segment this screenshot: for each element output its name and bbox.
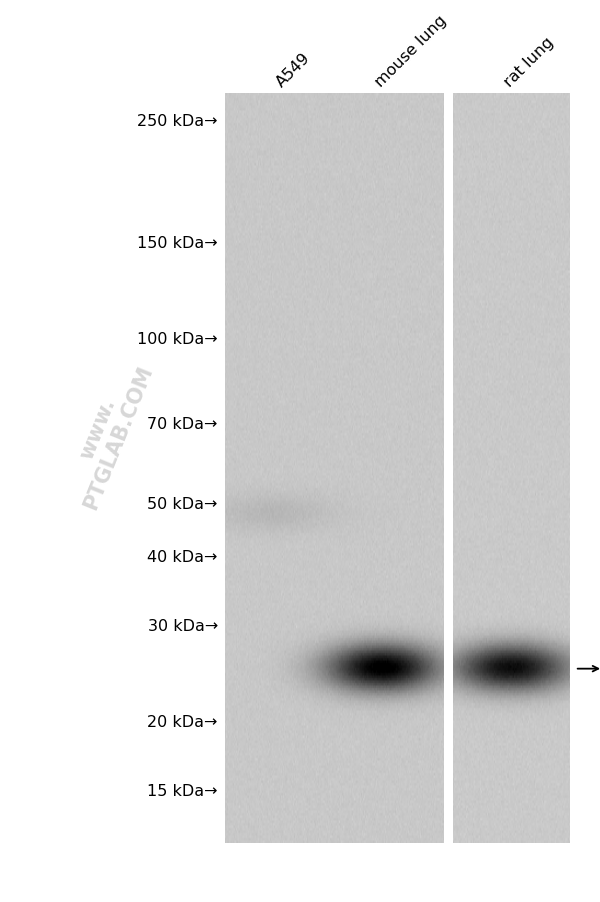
- Text: 40 kDa→: 40 kDa→: [148, 549, 218, 565]
- Text: 100 kDa→: 100 kDa→: [137, 332, 218, 347]
- Text: 50 kDa→: 50 kDa→: [148, 497, 218, 511]
- Bar: [225, 95, 444, 843]
- Text: 15 kDa→: 15 kDa→: [148, 783, 218, 798]
- Bar: [453, 95, 570, 843]
- Text: A549: A549: [274, 51, 313, 90]
- Text: 250 kDa→: 250 kDa→: [137, 115, 218, 129]
- Text: 30 kDa→: 30 kDa→: [148, 618, 218, 633]
- Text: www.
PTGLAB.COM: www. PTGLAB.COM: [59, 354, 157, 512]
- Text: 20 kDa→: 20 kDa→: [148, 714, 218, 730]
- Text: 70 kDa→: 70 kDa→: [148, 417, 218, 432]
- Text: mouse lung: mouse lung: [372, 14, 449, 90]
- Text: 150 kDa→: 150 kDa→: [137, 235, 218, 251]
- Text: rat lung: rat lung: [501, 35, 556, 90]
